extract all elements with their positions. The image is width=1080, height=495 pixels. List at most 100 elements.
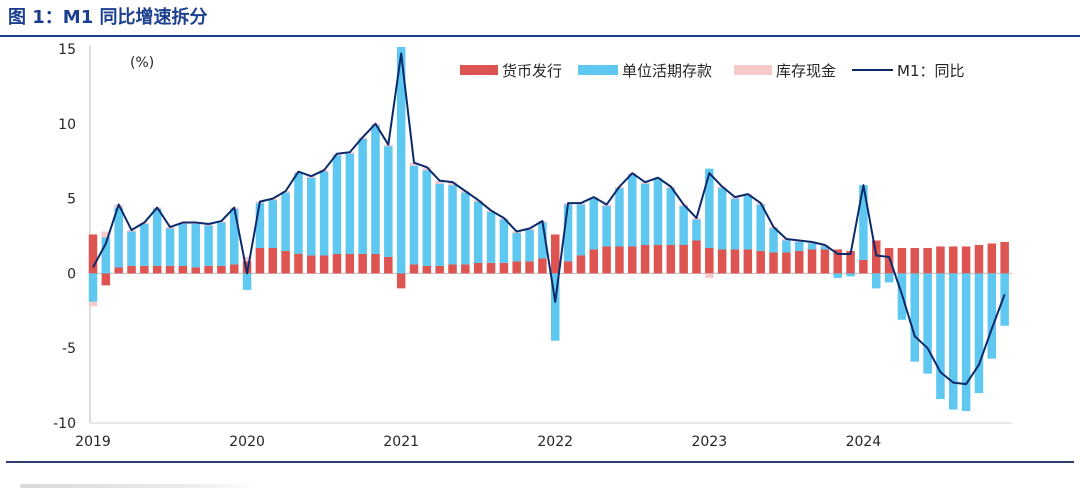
- currency-issuance-bar: [461, 264, 470, 274]
- y-tick-label: 15: [58, 42, 76, 58]
- demand-deposit-bar: [204, 225, 213, 266]
- vault-cash-bar: [422, 167, 432, 171]
- demand-deposit-bar: [846, 273, 855, 277]
- currency-issuance-bar: [717, 249, 727, 274]
- currency-issuance-bar: [589, 249, 599, 274]
- demand-deposit-bar: [666, 188, 676, 245]
- legend-label-currency-issuance: 货币发行: [502, 62, 562, 80]
- demand-deposit-bar: [910, 273, 920, 362]
- demand-deposit-bar: [140, 224, 149, 266]
- currency-issuance-bar: [833, 249, 842, 274]
- demand-deposit-bar: [859, 185, 868, 260]
- demand-deposit-bar: [871, 273, 881, 289]
- demand-deposit-bar: [884, 273, 894, 283]
- currency-issuance-bar: [538, 258, 547, 274]
- demand-deposit-bar: [255, 203, 265, 248]
- demand-deposit-bar: [550, 273, 560, 341]
- demand-deposit-bar: [422, 170, 432, 266]
- currency-issuance-bar: [884, 247, 894, 274]
- demand-deposit-bar: [294, 173, 303, 254]
- demand-deposit-bar: [589, 198, 599, 250]
- demand-deposit-bar: [602, 206, 611, 247]
- currency-issuance-bar: [281, 250, 290, 274]
- currency-issuance-bar: [486, 262, 496, 274]
- demand-deposit-bar: [127, 231, 136, 266]
- demand-deposit-bar: [384, 146, 393, 257]
- y-tick-label: -10: [53, 416, 76, 432]
- currency-issuance-bar: [473, 262, 483, 274]
- demand-deposit-bar: [178, 224, 188, 266]
- y-tick-label: 0: [67, 266, 76, 282]
- y-tick-label: 10: [58, 117, 76, 133]
- demand-deposit-bar: [512, 233, 521, 262]
- currency-issuance-bar: [987, 243, 997, 274]
- currency-issuance-bar: [769, 252, 778, 274]
- currency-issuance-bar: [140, 265, 149, 274]
- demand-deposit-bar: [358, 138, 367, 254]
- vault-cash-bar: [242, 256, 252, 262]
- demand-deposit-bar: [88, 273, 98, 302]
- currency-issuance-bar: [268, 247, 278, 274]
- demand-deposit-bar: [923, 273, 932, 374]
- currency-issuance-bar: [615, 246, 624, 274]
- currency-issuance-bar: [512, 261, 521, 274]
- x-tick-label: 2024: [846, 434, 882, 450]
- demand-deposit-bar: [807, 243, 817, 250]
- currency-issuance-bar: [152, 265, 162, 274]
- legend: 货币发行 单位活期存款 库存现金 M1：同比: [460, 62, 965, 80]
- demand-deposit-bar: [229, 209, 239, 265]
- currency-issuance-bar: [307, 255, 316, 274]
- demand-deposit-bar: [615, 188, 624, 247]
- demand-deposit-bar: [396, 47, 406, 274]
- currency-issuance-bar: [178, 265, 188, 274]
- currency-issuance-bar: [692, 240, 701, 274]
- currency-issuance-bar: [794, 250, 804, 274]
- x-tick-label: 2019: [75, 434, 111, 450]
- legend-label-vault-cash: 库存现金: [776, 62, 836, 80]
- x-tick-label: 2020: [229, 434, 265, 450]
- demand-deposit-bar: [101, 237, 111, 274]
- demand-deposit-bar: [705, 168, 714, 248]
- currency-issuance-bar: [974, 244, 984, 274]
- currency-issuance-bar: [319, 255, 329, 274]
- currency-issuance-bar: [820, 249, 830, 274]
- currency-issuance-bar: [897, 247, 907, 274]
- demand-deposit-bar: [345, 153, 355, 254]
- currency-issuance-bar: [255, 247, 265, 274]
- demand-deposit-bar: [409, 165, 419, 265]
- currency-issuance-bar: [422, 265, 432, 274]
- demand-deposit-bar: [1000, 273, 1009, 326]
- currency-issuance-bar: [229, 264, 239, 274]
- currency-issuance-bar: [191, 267, 200, 274]
- demand-deposit-bar: [563, 204, 573, 262]
- demand-deposit-bar: [974, 273, 984, 394]
- currency-issuance-bar: [345, 253, 355, 274]
- demand-deposit-bar: [371, 125, 380, 254]
- demand-deposit-bar: [538, 222, 547, 259]
- demand-deposit-bar: [730, 198, 740, 250]
- vault-cash-bar: [397, 39, 406, 43]
- demand-deposit-bar: [640, 183, 650, 245]
- demand-deposit-bar: [820, 246, 830, 250]
- demand-deposit-bar: [794, 241, 804, 251]
- demand-deposit-bar: [281, 192, 290, 251]
- currency-issuance-bar: [127, 265, 136, 274]
- currency-issuance-bar: [550, 234, 560, 274]
- currency-issuance-bar: [679, 244, 688, 274]
- title-rule: [0, 35, 1080, 37]
- m1-breakdown-chart: 15 10 5 0 -5 -10 2019 2020 2021 2022 2023 2024 (%)…: [53, 39, 1012, 450]
- demand-deposit-bar: [332, 155, 342, 254]
- demand-deposit-bar: [756, 204, 765, 251]
- currency-issuance-bar: [563, 261, 573, 274]
- currency-issuance-bar: [653, 244, 663, 274]
- currency-issuance-bar: [871, 240, 881, 274]
- currency-issuance-bar: [602, 246, 611, 274]
- currency-issuance-bar: [756, 250, 765, 274]
- currency-issuance-bar: [396, 273, 406, 289]
- currency-issuance-bar: [294, 253, 303, 274]
- currency-issuance-bar: [640, 244, 650, 274]
- currency-issuance-bar: [448, 264, 457, 274]
- demand-deposit-bar: [987, 273, 997, 359]
- x-axis-ticks: 2019 2020 2021 2022 2023 2024: [75, 434, 881, 450]
